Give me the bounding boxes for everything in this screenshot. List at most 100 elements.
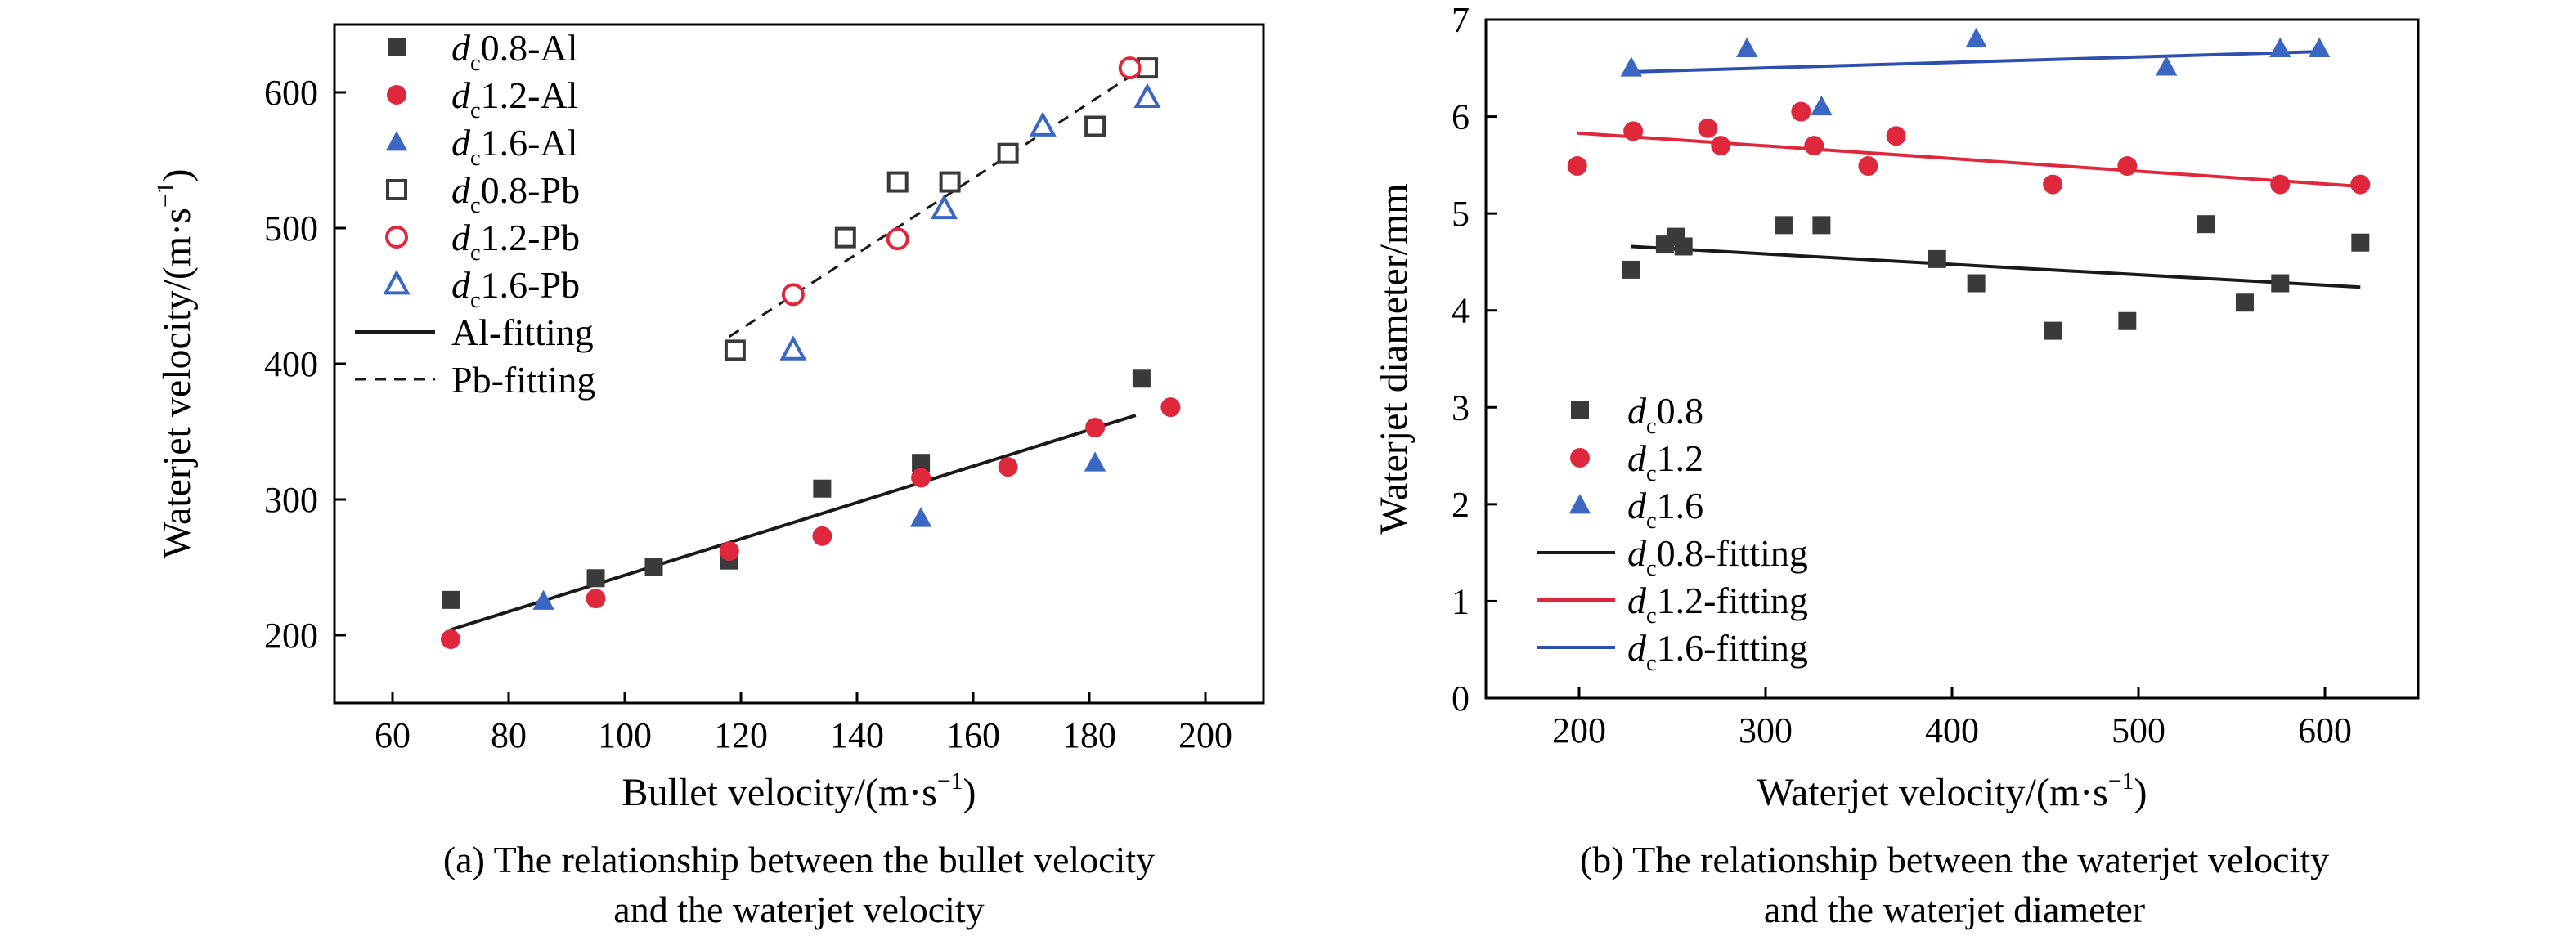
data-point bbox=[1623, 121, 1644, 141]
data-point bbox=[1622, 260, 1640, 279]
legend-label: dc1.2 bbox=[1627, 437, 1703, 486]
legend-marker bbox=[1571, 401, 1589, 419]
fit-line-1 bbox=[1577, 131, 2361, 188]
legend-label: dc0.8-fitting bbox=[1627, 532, 1808, 581]
data-point bbox=[2044, 321, 2062, 340]
data-point bbox=[2269, 37, 2291, 57]
data-point bbox=[442, 590, 460, 609]
data-point bbox=[2271, 274, 2290, 293]
series-0 bbox=[442, 369, 1151, 609]
data-point bbox=[812, 526, 832, 546]
data-point bbox=[1812, 216, 1831, 235]
y-tick-label: 3 bbox=[1452, 387, 1470, 428]
data-point bbox=[644, 558, 663, 576]
caption-line-2: and the waterjet diameter bbox=[1764, 889, 2145, 930]
series-1 bbox=[441, 397, 1181, 649]
y-tick-label: 400 bbox=[264, 344, 318, 384]
data-point bbox=[1886, 126, 1906, 146]
y-tick-label: 4 bbox=[1452, 291, 1470, 331]
data-point bbox=[2043, 174, 2063, 195]
y-axis-label: Waterjet diameter/mm bbox=[1372, 183, 1416, 534]
legend-label: Pb-fitting bbox=[451, 359, 595, 401]
caption-line-2: and the waterjet velocity bbox=[613, 889, 984, 930]
data-point bbox=[1133, 83, 1161, 109]
legend-label: dc1.2-Pb bbox=[451, 217, 580, 266]
data-point bbox=[813, 479, 832, 498]
y-tick-label: 600 bbox=[264, 73, 318, 113]
legend-label: dc1.2-fitting bbox=[1627, 580, 1808, 629]
data-point bbox=[2350, 174, 2371, 195]
x-axis-label: Bullet velocity/(m·s−1) bbox=[622, 768, 976, 814]
data-point bbox=[930, 194, 958, 220]
x-tick-label: 300 bbox=[1739, 710, 1793, 750]
data-point bbox=[998, 457, 1018, 477]
data-point bbox=[1811, 95, 1833, 116]
data-point bbox=[2351, 233, 2370, 252]
data-point bbox=[1029, 111, 1057, 137]
x-tick-label: 500 bbox=[2112, 710, 2165, 750]
data-point bbox=[2197, 215, 2215, 234]
x-tick-label: 100 bbox=[598, 715, 652, 755]
series-0 bbox=[1622, 215, 2370, 340]
series-2 bbox=[532, 451, 1106, 610]
data-point bbox=[1085, 418, 1106, 438]
x-tick-label: 400 bbox=[1925, 710, 1979, 750]
data-point bbox=[1965, 27, 1987, 48]
legend-marker bbox=[386, 179, 407, 200]
data-point bbox=[1084, 451, 1106, 472]
legend-marker bbox=[1568, 494, 1591, 514]
chart-b: 200 300 400 500 600 0 1 2 3 4 5 6 7 Waterjet velocity… bbox=[1372, 0, 2420, 930]
y-tick-label: 500 bbox=[264, 208, 318, 249]
x-tick-label: 200 bbox=[1552, 710, 1606, 750]
data-point bbox=[2156, 56, 2178, 76]
data-point bbox=[532, 589, 554, 610]
data-point bbox=[1698, 118, 1718, 138]
data-point bbox=[1132, 369, 1151, 388]
data-point bbox=[912, 454, 931, 472]
y-axis-label: Waterjet velocity/(m·s−1) bbox=[152, 169, 199, 559]
data-point bbox=[1084, 115, 1106, 137]
legend-label: Al-fitting bbox=[451, 311, 594, 353]
y-tick-label: 200 bbox=[264, 616, 318, 656]
data-point bbox=[2118, 311, 2137, 330]
y-tick-label: 1 bbox=[1452, 581, 1470, 621]
y-tick-label: 7 bbox=[1452, 0, 1470, 40]
x-axis-label: Waterjet velocity/(m·s−1) bbox=[1757, 768, 2147, 814]
legend: dc0.8-Aldc1.2-Aldc1.6-Aldc0.8-Pbdc1.2-Pb… bbox=[355, 27, 595, 401]
x-tick-label: 120 bbox=[714, 715, 768, 755]
legend-marker bbox=[385, 226, 408, 249]
data-point bbox=[1858, 156, 1878, 177]
data-point bbox=[781, 283, 805, 307]
data-point bbox=[1928, 249, 1946, 268]
data-point bbox=[1736, 37, 1758, 57]
legend-marker bbox=[387, 85, 406, 105]
legend-marker bbox=[1570, 448, 1590, 468]
plot-frame bbox=[1484, 18, 2420, 700]
y-tick-label: 2 bbox=[1452, 485, 1470, 525]
y-tick-label: 5 bbox=[1452, 194, 1470, 234]
data-point bbox=[586, 589, 606, 609]
data-point bbox=[1804, 136, 1824, 156]
x-tick-label: 160 bbox=[946, 715, 1000, 755]
series-3 bbox=[724, 57, 1158, 361]
legend-label: dc1.6-fitting bbox=[1627, 627, 1808, 676]
x-tick-label: 80 bbox=[491, 715, 527, 755]
data-point bbox=[724, 339, 746, 361]
data-point bbox=[886, 171, 909, 193]
legend-label: dc1.6-Al bbox=[451, 122, 578, 171]
data-point bbox=[2117, 156, 2138, 177]
series-2 bbox=[1620, 27, 2331, 116]
data-point bbox=[1160, 397, 1181, 418]
y-tick-label: 300 bbox=[264, 480, 318, 520]
data-point bbox=[1620, 56, 1643, 77]
series-1 bbox=[1567, 101, 2371, 195]
data-point bbox=[441, 629, 460, 649]
data-point bbox=[779, 335, 807, 361]
x-tick-label: 200 bbox=[1178, 715, 1232, 755]
legend-label: dc1.6 bbox=[1627, 485, 1703, 534]
legend-label: dc1.6-Pb bbox=[451, 264, 580, 313]
data-point bbox=[1791, 101, 1811, 122]
fit-line-2 bbox=[1631, 50, 2320, 74]
